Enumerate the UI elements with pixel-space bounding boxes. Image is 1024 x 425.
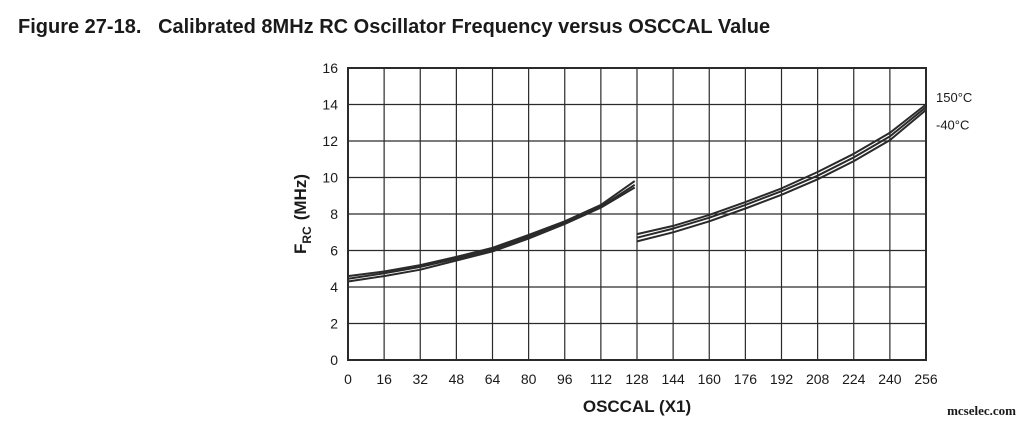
series-line-1-segment-2: [636, 103, 927, 236]
y-axis-title-sub: RC: [300, 226, 314, 244]
series-labels: 150°C -40°C: [936, 90, 972, 132]
y-tick-label: 10: [322, 170, 338, 186]
x-tick-label: 80: [521, 371, 537, 387]
x-tick-label: 64: [485, 371, 501, 387]
y-tick-label: 8: [330, 206, 338, 222]
x-tick-label: 144: [661, 371, 685, 387]
x-tick-label: 224: [842, 371, 866, 387]
series-line-3-segment-1: [347, 186, 636, 283]
series-line-2-segment-1: [347, 183, 636, 280]
x-tick-label: 48: [449, 371, 465, 387]
plot-border: [347, 67, 927, 361]
y-axis-title-main: F: [291, 244, 310, 254]
watermark: mcselec.com: [947, 403, 1016, 418]
y-tick-labels: 0 2 4 6 8 10 12 14 16: [322, 60, 338, 368]
y-tick-label: 14: [322, 97, 338, 113]
series-line-2-segment-2: [636, 106, 927, 239]
x-tick-labels: 0 16 32 48 64 80 96 112 128 144 160 176 192 208 224 240…: [344, 371, 938, 387]
x-tick-label: 208: [806, 371, 830, 387]
y-tick-label: 16: [322, 60, 338, 76]
figure-number: Figure 27-18.: [18, 16, 142, 38]
x-tick-label: 256: [914, 371, 938, 387]
x-tick-label: 16: [376, 371, 392, 387]
series-line-3-segment-2: [636, 109, 927, 243]
x-tick-label: 112: [590, 371, 613, 387]
y-tick-label: 2: [330, 316, 338, 332]
x-tick-label: 160: [698, 371, 722, 387]
y-tick-label: 0: [330, 352, 338, 368]
x-tick-label: 96: [557, 371, 573, 387]
x-tick-label: 32: [412, 371, 428, 387]
x-tick-label: 192: [770, 371, 794, 387]
y-axis-title: FRC (MHz): [291, 174, 314, 254]
x-tick-label: 0: [344, 371, 352, 387]
x-tick-label: 128: [625, 371, 649, 387]
y-tick-label: 6: [330, 243, 338, 259]
y-axis-title-unit: (MHz): [291, 174, 310, 220]
series-label: -40°C: [936, 118, 969, 133]
x-tick-label: 240: [878, 371, 902, 387]
figure-title: Figure 27-18. Calibrated 8MHz RC Oscilla…: [18, 16, 770, 39]
figure-title-text: Calibrated 8MHz RC Oscillator Frequency …: [158, 16, 771, 38]
chart-grid: [347, 67, 927, 361]
y-tick-label: 12: [322, 133, 338, 149]
series-label: 150°C: [936, 90, 972, 105]
series-line-1-segment-1: [347, 180, 636, 278]
x-tick-label: 176: [734, 371, 758, 387]
x-axis-title: OSCCAL (X1): [583, 397, 691, 416]
chart-series: [347, 103, 927, 283]
y-tick-label: 4: [330, 279, 338, 295]
